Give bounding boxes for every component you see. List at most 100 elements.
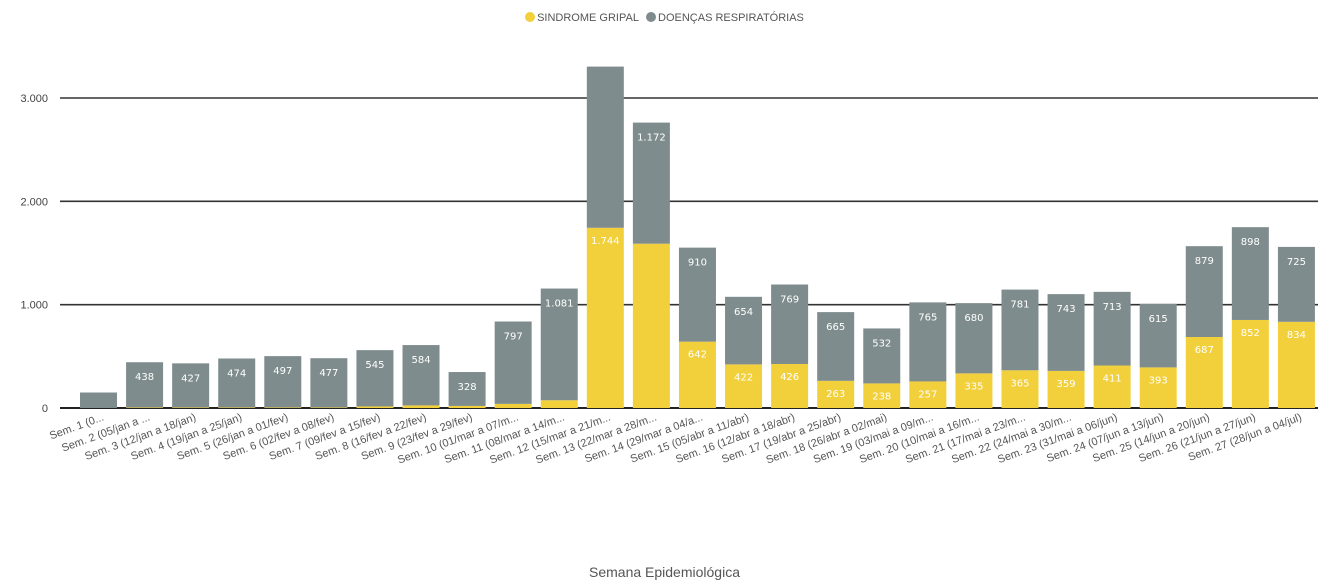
data-label: 615 — [1149, 314, 1168, 325]
data-label: 474 — [227, 369, 246, 380]
y-tick-label: 0 — [42, 403, 48, 415]
data-label: 1.081 — [545, 299, 574, 310]
bar-sindrome-gripal — [448, 405, 486, 408]
bar-doencas-respiratorias — [1185, 246, 1223, 338]
bar-doencas-respiratorias — [678, 247, 716, 342]
bar-sindrome-gripal — [771, 363, 809, 408]
data-label: 680 — [964, 313, 983, 324]
bar-sindrome-gripal — [817, 380, 855, 408]
bar-doencas-respiratorias — [632, 122, 670, 244]
bar-sindrome-gripal — [1093, 365, 1131, 408]
data-label: 781 — [1010, 300, 1029, 311]
data-label: 665 — [826, 322, 845, 333]
data-label: 713 — [1103, 302, 1122, 313]
bar-sindrome-gripal — [1139, 367, 1177, 408]
data-label: 438 — [135, 372, 154, 383]
data-label: 545 — [365, 360, 384, 371]
data-label: 797 — [504, 332, 523, 343]
bar-sindrome-gripal — [1185, 337, 1223, 408]
data-label: 365 — [1010, 378, 1029, 389]
data-label: 769 — [780, 295, 799, 306]
data-label: 426 — [780, 372, 799, 383]
data-label: 393 — [1149, 375, 1168, 386]
bar-doencas-respiratorias — [863, 328, 901, 384]
data-label: 642 — [688, 350, 707, 361]
bar-doencas-respiratorias — [264, 356, 302, 408]
data-label: 335 — [964, 381, 983, 392]
data-label: 852 — [1241, 328, 1260, 339]
data-label: 263 — [826, 389, 845, 400]
bar-doencas-respiratorias — [540, 288, 578, 401]
bar-doencas-respiratorias — [1001, 289, 1039, 371]
bar-sindrome-gripal — [172, 407, 210, 408]
bar-sindrome-gripal — [218, 407, 256, 408]
bar-sindrome-gripal — [264, 407, 302, 408]
data-label: 584 — [411, 355, 430, 366]
bar-sindrome-gripal — [402, 405, 440, 408]
legend-label: SINDROME GRIPAL — [537, 12, 639, 24]
data-label: 359 — [1057, 379, 1076, 390]
data-label: 477 — [319, 368, 338, 379]
bar-sindrome-gripal — [1277, 321, 1315, 408]
data-label: 328 — [458, 382, 477, 393]
bar-doencas-respiratorias — [1139, 303, 1177, 368]
data-label: 910 — [688, 258, 707, 269]
legend-item-doencas-respiratorias[interactable]: DOENÇAS RESPIRATÓRIAS — [646, 12, 804, 24]
data-label: 687 — [1195, 345, 1214, 356]
data-label: 834 — [1287, 330, 1306, 341]
data-label: 532 — [872, 338, 891, 349]
bar-doencas-respiratorias — [817, 312, 855, 381]
data-label: 898 — [1241, 237, 1260, 248]
bar-doencas-respiratorias — [1047, 294, 1085, 371]
bar-sindrome-gripal — [586, 227, 624, 408]
bar-doencas-respiratorias — [1231, 227, 1269, 320]
bar-doencas-respiratorias — [172, 363, 210, 408]
bar-doencas-respiratorias — [909, 302, 947, 382]
data-label: 725 — [1287, 257, 1306, 268]
bar-sindrome-gripal — [909, 381, 947, 408]
data-label: 654 — [734, 307, 753, 318]
data-label: 1.172 — [637, 133, 666, 144]
bar-doencas-respiratorias — [771, 284, 809, 364]
bar-doencas-respiratorias — [725, 296, 763, 365]
bar-doencas-respiratorias — [494, 321, 532, 404]
bar-doencas-respiratorias — [80, 392, 117, 408]
bar-doencas-respiratorias — [402, 345, 440, 406]
bar-sindrome-gripal — [1231, 319, 1269, 408]
x-axis-title: Semana Epidemiológica — [589, 564, 740, 580]
bar-sindrome-gripal — [1047, 370, 1085, 408]
data-label: 1.744 — [591, 236, 620, 247]
bar-sindrome-gripal — [632, 243, 670, 408]
data-label: 238 — [872, 391, 891, 402]
data-label: 427 — [181, 373, 200, 384]
y-tick-label: 2.000 — [20, 196, 48, 208]
data-label: 743 — [1057, 304, 1076, 315]
data-label: 411 — [1103, 374, 1122, 385]
bar-sindrome-gripal — [126, 407, 164, 408]
bar-sindrome-gripal — [356, 406, 394, 408]
bar-sindrome-gripal — [955, 373, 993, 408]
bar-sindrome-gripal — [494, 403, 532, 408]
bar-doencas-respiratorias — [126, 362, 164, 408]
data-label: 422 — [734, 372, 753, 383]
data-label: 879 — [1195, 256, 1214, 267]
bar-doencas-respiratorias — [310, 358, 348, 408]
bar-sindrome-gripal — [678, 341, 716, 408]
chart-legend: SINDROME GRIPAL DOENÇAS RESPIRATÓRIAS — [0, 12, 1329, 24]
bar-sindrome-gripal — [1001, 370, 1039, 408]
legend-item-sindrome-gripal[interactable]: SINDROME GRIPAL — [525, 12, 639, 24]
y-tick-label: 3.000 — [20, 93, 48, 105]
legend-dot-icon — [525, 12, 536, 22]
data-label: 257 — [918, 389, 937, 400]
bar-sindrome-gripal — [540, 400, 578, 408]
legend-dot-icon — [646, 12, 657, 22]
bar-sindrome-gripal — [725, 364, 763, 408]
bar-doencas-respiratorias — [356, 350, 394, 407]
legend-label: DOENÇAS RESPIRATÓRIAS — [658, 12, 804, 24]
bar-doencas-respiratorias — [1277, 246, 1315, 322]
data-label: 765 — [918, 312, 937, 323]
bar-doencas-respiratorias — [218, 358, 256, 408]
y-tick-label: 1.000 — [20, 300, 48, 312]
bar-doencas-respiratorias — [586, 66, 624, 228]
